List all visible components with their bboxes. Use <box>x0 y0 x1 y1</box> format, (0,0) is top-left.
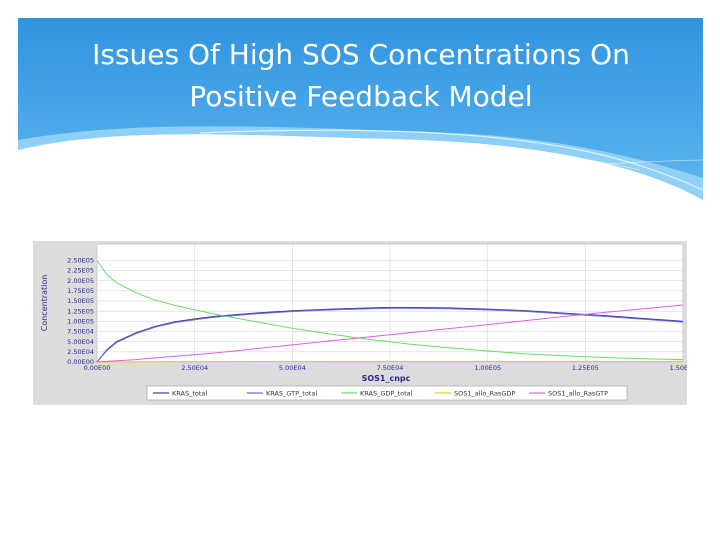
line-chart: 0.00E00 2.50E04 5.00E04 7.50E04 1.00E05 1.25E… <box>40 243 687 401</box>
legend: KRAS_total KRAS_GTP_total KRAS_GDP_total SO… <box>153 389 608 397</box>
x-axis-label: SOS1_cnpc <box>362 374 411 383</box>
y-axis-label: Concentration <box>40 275 49 332</box>
title-line-2: Positive Feedback Model <box>189 80 533 113</box>
y-tick-label: 7.50E04 <box>67 328 94 336</box>
y-tick-label: 5.00E04 <box>67 338 94 346</box>
y-tick-label: 1.50E05 <box>67 297 94 305</box>
x-tick-label: 1.50E05 <box>670 364 687 372</box>
slide-title: Issues Of High SOS Concentrations On Pos… <box>18 34 704 118</box>
title-line-1: Issues Of High SOS Concentrations On <box>92 38 630 71</box>
series-line-kras-gdp-total <box>96 260 684 361</box>
legend-entry: KRAS_total <box>172 389 207 397</box>
legend-entry: SOS1_allo_RasGTP <box>548 389 608 397</box>
series-line-kras-total <box>96 307 684 363</box>
x-tick-label: 0.00E00 <box>84 364 111 372</box>
series-line-kras-gtp-total <box>96 307 684 363</box>
y-tick-label: 1.75E05 <box>67 287 94 295</box>
header-banner <box>18 18 704 200</box>
y-tick-label: 1.25E05 <box>67 307 94 315</box>
legend-entry: KRAS_GTP_total <box>266 389 317 397</box>
legend-box <box>146 385 628 401</box>
y-axis-ticks: 0.00E00 2.50E04 5.00E04 7.50E04 1.00E05 1.25E… <box>67 256 94 366</box>
x-tick-label: 7.50E04 <box>377 364 404 372</box>
series-line-sos1-allo-rasgdp <box>96 360 683 363</box>
legend-entry: KRAS_GDP_total <box>360 389 413 397</box>
y-tick-label: 2.50E05 <box>67 256 94 264</box>
series-line-sos1-allo-rasgtp <box>96 304 684 363</box>
legend-entry: SOS1_allo_RasGDP <box>454 389 515 397</box>
chart-panel: 0.00E00 2.50E04 5.00E04 7.50E04 1.00E05 1.25E… <box>33 241 687 405</box>
series-lines <box>96 260 684 363</box>
x-tick-label: 1.00E05 <box>474 364 501 372</box>
y-tick-label: 1.00E05 <box>67 318 94 326</box>
x-tick-label: 1.25E05 <box>572 364 599 372</box>
y-tick-label: 2.50E04 <box>67 348 94 356</box>
y-tick-label: 2.25E05 <box>67 267 94 275</box>
x-tick-label: 2.50E04 <box>181 364 208 372</box>
y-tick-label: 0.00E00 <box>67 358 94 366</box>
x-axis-ticks: 0.00E00 2.50E04 5.00E04 7.50E04 1.00E05 1.25E… <box>84 364 687 372</box>
x-tick-label: 5.00E04 <box>279 364 306 372</box>
y-tick-label: 2.00E05 <box>67 277 94 285</box>
